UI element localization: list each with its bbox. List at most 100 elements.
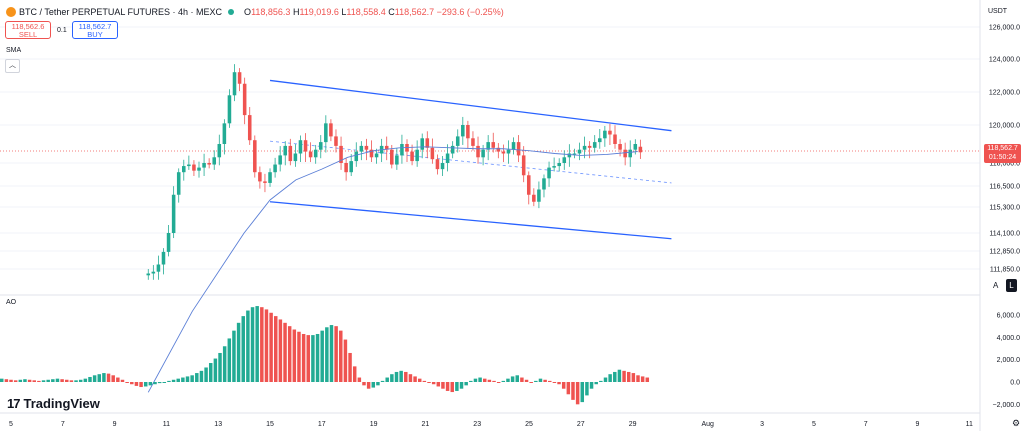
ao-bar [69,380,74,382]
candle-body [202,163,206,168]
ao-bar [143,382,148,387]
ao-legend[interactable]: AO [6,299,17,306]
ao-bar [171,379,176,382]
time-tick-label: 27 [577,421,585,428]
sma-line [147,146,638,393]
time-tick-label: 23 [473,421,481,428]
candle-body [542,178,546,190]
candle [278,146,282,172]
sma-legend[interactable]: SMA [6,47,22,54]
ao-bar [506,378,510,382]
log-scale-button[interactable]: L [1006,279,1017,292]
candle [481,144,485,166]
ao-bar [139,382,143,388]
candle [598,128,602,149]
candle-body [466,125,470,139]
candle-body [400,144,404,156]
change-value: −293.6 (−0.25%) [436,7,504,17]
candle-body [390,149,394,165]
buy-button[interactable]: 118,562.7 BUY [72,21,118,39]
time-tick-label: 15 [266,421,274,428]
chevron-up-icon[interactable]: ︿ [5,59,20,73]
ao-bar [157,382,162,384]
time-axis[interactable]: 5 7 9 11 13 15 17 19 21 23 25 27 29 Aug 3 5 7 9 11 [9,421,973,428]
ao-bar [32,380,36,382]
candle [237,68,242,92]
channel-mid-line [269,140,672,184]
ao-bar [399,370,403,382]
candle [339,136,343,170]
candle-body [146,273,151,276]
candle-body [501,151,506,154]
candle-body [161,251,166,265]
ao-bar [41,380,46,382]
ao-bar [408,374,413,382]
candle-body [278,155,282,165]
ao-bar [83,378,88,382]
candle-body [313,149,318,158]
candle [435,154,440,175]
candle-body [318,142,323,150]
auto-scale-button[interactable]: A [993,281,999,290]
ao-bar [464,382,468,386]
currency-label[interactable]: USDT [988,8,1008,15]
candle [476,136,480,164]
candle [171,186,176,239]
ao-bar [153,382,157,385]
ao-bar [585,382,589,396]
candle-body [283,145,288,156]
candle-body [263,181,267,183]
candle [430,138,435,164]
tradingview-logo[interactable]: 17 TradingView [7,396,100,411]
ao-axis[interactable]: −2,000.0 0.0 2,000.0 4,000.0 6,000.0 [993,313,1021,409]
candle-body [415,149,419,162]
candle-body [339,145,343,163]
candle-body [187,164,191,167]
candle-body [273,164,277,173]
ao-bar [436,382,441,387]
candle-body [608,130,612,135]
ao-tick-label: 0.0 [1010,380,1020,387]
close-value: 118,562.7 [394,7,435,17]
candle [425,131,430,159]
ao-bar [297,331,301,382]
candle-body [506,149,511,154]
ao-bar [236,322,241,382]
candle [263,173,267,193]
candle [308,142,313,163]
ao-bar [97,374,102,382]
candle-body [450,145,455,154]
candle [603,125,607,147]
ao-bar [78,379,83,382]
candle-body [577,149,582,154]
price-tick-label: 120,000.0 [989,123,1020,130]
symbol-title[interactable]: BTC / Tether PERPETUAL FUTURES · 4h · ME… [19,7,223,17]
countdown-value: 01:50:24 [988,154,1017,161]
ao-bar [274,316,278,382]
time-tick-label: 11 [966,421,973,428]
candle [496,143,501,159]
gear-icon[interactable]: ⚙ [1012,418,1021,428]
candle [557,158,561,172]
candle [166,224,171,257]
parallel-channel[interactable] [269,79,672,240]
candle-body [511,142,516,150]
candle [253,135,257,178]
sell-label: SELL [18,30,38,39]
ao-bar [255,306,259,382]
candle-body [171,194,176,233]
ao-bar [27,379,32,382]
price-tick-label: 114,100.0 [989,231,1020,238]
ao-bar [538,378,543,382]
ao-bar [566,382,571,395]
ao-bar [111,375,115,382]
time-tick-label: 19 [370,421,378,428]
candle [537,181,541,209]
price-axis[interactable]: 111,850.0 112,850.0 114,100.0 115,300.0 116,… [989,25,1020,274]
sell-button[interactable]: 118,562.6 SELL [5,21,51,39]
ao-bar [348,352,352,382]
candle [324,115,328,153]
candle-body [182,166,186,173]
ao-bar [190,375,194,382]
